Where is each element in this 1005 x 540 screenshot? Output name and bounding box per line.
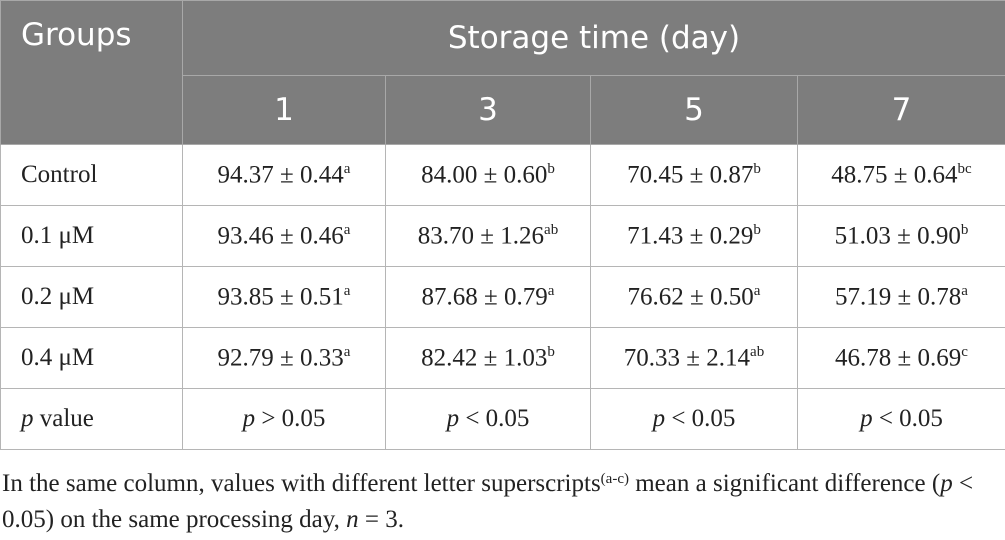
value: 57.19 ± 0.78 (835, 283, 962, 311)
p-symbol: p (21, 405, 34, 432)
label: value (39, 405, 94, 432)
significance: a (343, 221, 351, 238)
value: 71.43 ± 0.29 (627, 222, 754, 250)
value: 48.75 ± 0.64 (831, 161, 958, 189)
significance: ab (544, 221, 559, 238)
value: 84.00 ± 0.60 (421, 161, 548, 189)
value: 70.45 ± 0.87 (627, 161, 754, 189)
footnote-text: < 0.05) on the same processing day, (2, 470, 974, 533)
footnote-text: p (940, 470, 953, 497)
significance: a (343, 343, 351, 360)
day-header: 5 (590, 75, 798, 145)
significance: a (343, 160, 351, 177)
group-cell: 0.4 μM (0, 327, 183, 389)
value: 70.33 ± 2.14 (623, 344, 751, 372)
significance: a (753, 282, 761, 299)
day-header: 3 (385, 75, 591, 145)
p-value-cell: p < 0.05 (797, 388, 1005, 450)
p-value: > 0.05 (261, 405, 326, 432)
row: 0.4 μM 92.79 ± 0.33a 82.42 ± 1.03b 70.33 ± … (0, 327, 1005, 389)
value: 94.37 ± 0.44 (217, 161, 344, 189)
significance: b (960, 221, 969, 238)
value-cell: 70.33 ± 2.14ab (590, 327, 798, 389)
value: 76.62 ± 0.50 (627, 283, 754, 311)
p-symbol: p (860, 405, 873, 432)
footnote-text: = 3. (358, 506, 404, 533)
value-cell: 48.75 ± 0.64bc (797, 144, 1005, 206)
significance: b (753, 160, 761, 177)
significance: bc (957, 160, 972, 177)
value-cell: 76.62 ± 0.50a (590, 266, 798, 328)
footnote-text: In the same column, values with differen… (2, 470, 601, 497)
value-cell: 70.45 ± 0.87b (590, 144, 798, 206)
header-cell: Groups (0, 0, 183, 145)
value-cell: 57.19 ± 0.78a (797, 266, 1005, 328)
p-value-cell: p < 0.05 (590, 388, 798, 450)
value-cell: 51.03 ± 0.90b (797, 205, 1005, 267)
p-value-row: p value p > 0.05 p < 0.05 p < 0.05 p < 0.05 (0, 388, 1005, 450)
value-cell: 87.68 ± 0.79a (385, 266, 591, 328)
value-cell: 92.79 ± 0.33a (182, 327, 386, 389)
p-symbol: p (242, 405, 256, 432)
row: 0.2 μM 93.85 ± 0.51a 87.68 ± 0.79a 76.62 ± … (0, 266, 1005, 328)
footnote: In the same column, values with differen… (0, 466, 992, 538)
value: 93.85 ± 0.51 (217, 283, 344, 311)
row: Control 94.37 ± 0.44a 84.00 ± 0.60b 70.45 ±… (0, 144, 1005, 206)
p-value: < 0.05 (671, 405, 736, 432)
p-value-cell: p < 0.05 (385, 388, 591, 450)
value-cell: 94.37 ± 0.44a (182, 144, 386, 206)
significance: b (547, 343, 555, 360)
value: 51.03 ± 0.90 (834, 222, 961, 250)
significance: b (753, 221, 761, 238)
p-value-cell: p > 0.05 (182, 388, 386, 450)
value: 46.78 ± 0.69 (835, 344, 962, 372)
value: 82.42 ± 1.03 (421, 344, 548, 372)
value-cell: 93.85 ± 0.51a (182, 266, 386, 328)
row: 0.1 μM 93.46 ± 0.46a 83.70 ± 1.26ab 71.43 ±… (0, 205, 1005, 267)
group-cell: Control (0, 144, 183, 206)
footnote-text: (a-c) (600, 471, 629, 487)
value-cell: 93.46 ± 0.46a (182, 205, 386, 267)
significance: b (547, 160, 555, 177)
value-cell: 82.42 ± 1.03b (385, 327, 591, 389)
significance: a (547, 282, 555, 299)
value-cell: 46.78 ± 0.69c (797, 327, 1005, 389)
value: 87.68 ± 0.79 (421, 283, 548, 311)
p-value: < 0.05 (465, 405, 530, 432)
p-symbol: p (446, 405, 460, 432)
value: 93.46 ± 0.46 (217, 222, 344, 250)
value-cell: 71.43 ± 0.29b (590, 205, 798, 267)
value-cell: 83.70 ± 1.26ab (385, 205, 591, 267)
footnote-text: mean a significant difference ( (628, 470, 941, 497)
significance: a (961, 282, 968, 299)
day-header: 7 (797, 75, 1005, 145)
group-cell: 0.2 μM (0, 266, 183, 328)
value: 92.79 ± 0.33 (217, 344, 344, 372)
value-cell: 84.00 ± 0.60b (385, 144, 591, 206)
footnote-text: n (346, 506, 359, 533)
group-cell: p value (0, 388, 183, 450)
day-header: 1 (182, 75, 386, 145)
value: 83.70 ± 1.26 (417, 222, 545, 250)
p-symbol: p (652, 405, 666, 432)
header-cell: Storage time (day) (182, 0, 1005, 76)
group-cell: 0.1 μM (0, 205, 183, 267)
p-value: < 0.05 (878, 405, 943, 432)
significance: ab (750, 343, 765, 360)
significance: c (961, 343, 968, 360)
significance: a (343, 282, 351, 299)
